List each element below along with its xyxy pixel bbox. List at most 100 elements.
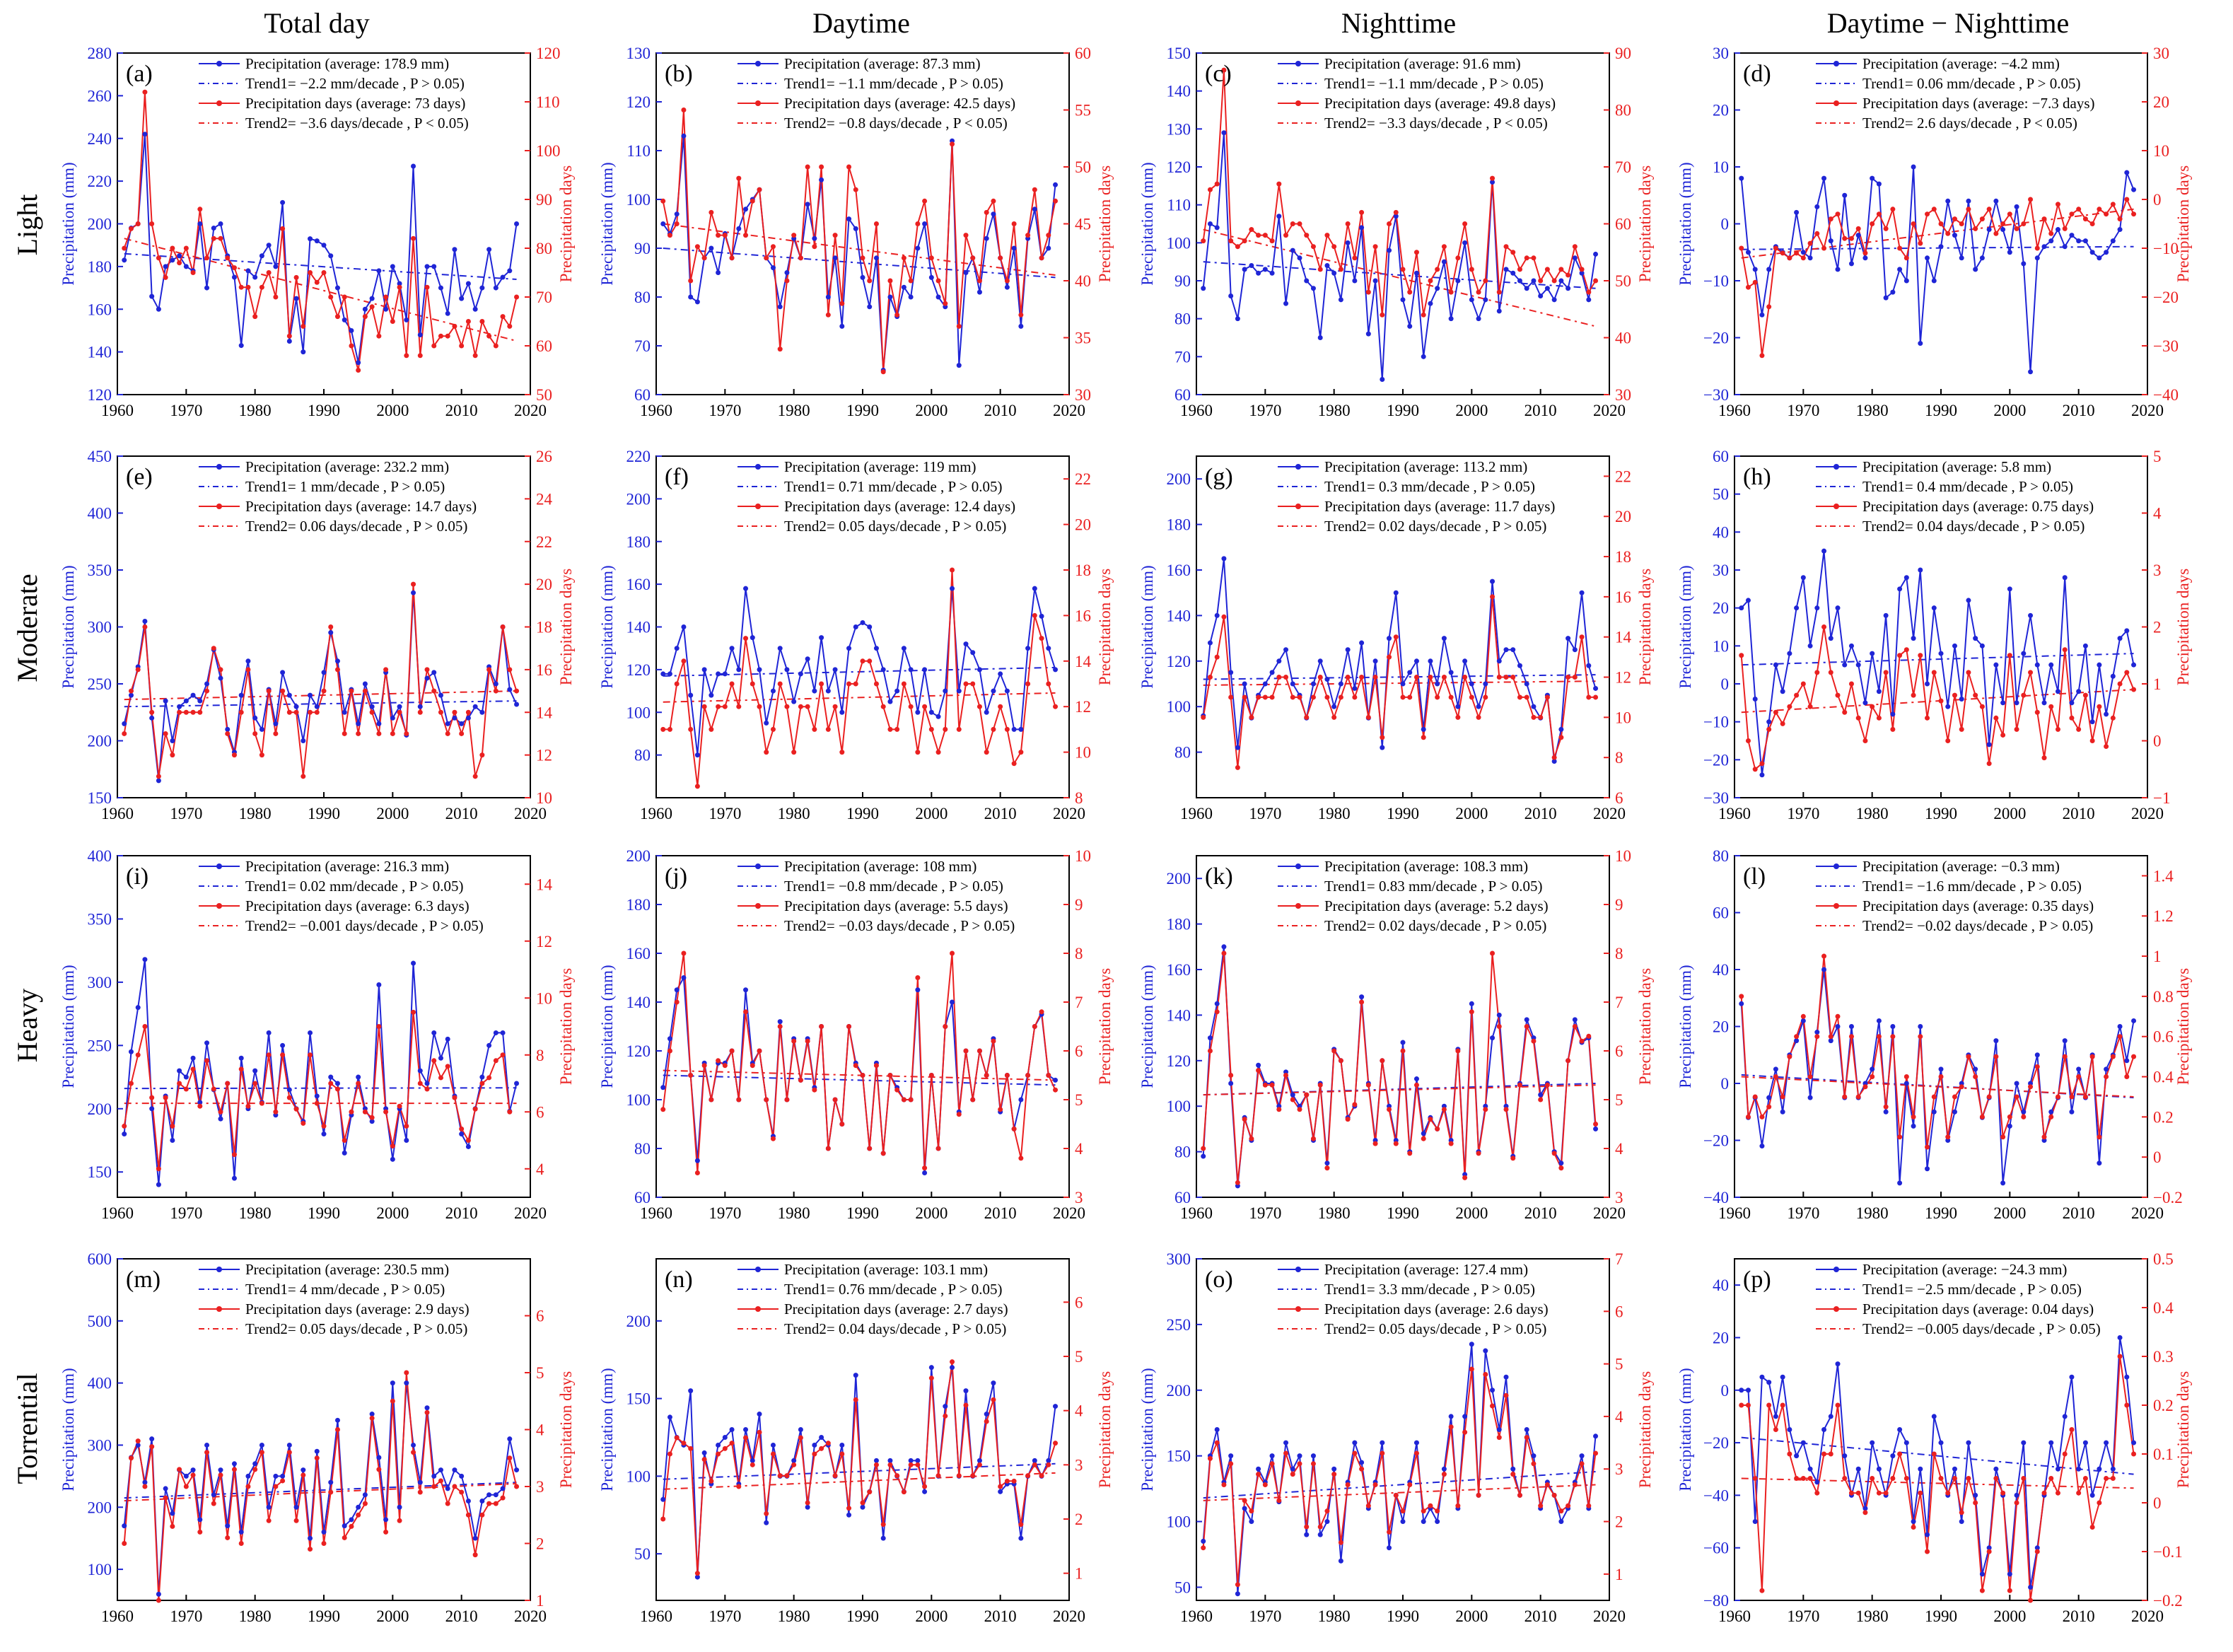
precipitation-point [321,243,327,248]
precipitation-point [2069,233,2075,238]
precipitation-point [963,641,969,647]
precipitation-point [2007,1571,2012,1577]
precipitation-days-point [1214,654,1220,660]
x-tick-label: 2000 [915,805,948,822]
precipitation-days-point [1331,1048,1337,1054]
precipitation-days-point [1579,634,1585,640]
precipitation-point [1214,1427,1220,1432]
precipitation-point [1890,711,1896,717]
precipitation-days-point [1752,1094,1758,1100]
precipitation-days-point [2110,202,2116,207]
y2-tick-label: 30 [2153,45,2169,62]
precipitation-point [1531,1453,1537,1459]
precipitation-days-point [1883,1104,1889,1110]
precipitation-point [142,132,148,137]
precipitation-days-point [915,750,921,755]
precipitation-point [1807,1466,1813,1472]
legend-entry: Precipitation (average: −4.2 mm) [1862,55,2060,72]
y-tick-label: 200 [1167,470,1191,488]
precipitation-days-point [252,1081,258,1086]
precipitation-point [1918,567,1923,573]
precipitation-days-point [1242,1498,1247,1503]
precipitation-point [286,692,292,698]
precipitation-point [1032,586,1037,591]
precipitation-days-point [1380,312,1385,318]
precipitation-days-point [984,209,989,215]
precipitation-point [397,1504,402,1510]
precipitation-days-point [1496,1435,1502,1441]
x-tick-label: 2000 [376,1204,409,1222]
precipitation-days-point [1276,675,1282,680]
y-tick-label: 120 [1167,158,1191,176]
precipitation-days-point [935,750,941,755]
precipitation-point [1359,640,1365,646]
precipitation-point [1870,175,1875,181]
precipitation-point [1462,1414,1468,1419]
precipitation-point [984,1412,989,1417]
precipitation-point [2104,711,2109,717]
precipitation-days-point [908,278,914,284]
x-tick-label: 1960 [1718,805,1751,822]
precipitation-point [716,1442,721,1448]
precipitation-days-point [798,255,803,261]
precipitation-days-point [694,244,700,250]
precipitation-point [438,1055,443,1061]
trend1-line [1741,1436,2134,1475]
precipitation-point [1911,164,1916,170]
y-tick-label: 280 [88,45,112,62]
precipitation-days-point [1918,240,1923,246]
precipitation-point [1538,293,1544,298]
precipitation-point [431,1030,437,1035]
precipitation-days-point [1773,1074,1778,1080]
precipitation-days-point [273,294,279,300]
precipitation-point [1952,643,1957,648]
precipitation-days-point [1441,1472,1447,1477]
x-tick-label: 2020 [514,402,547,419]
precipitation-point [681,975,687,980]
precipitation-days-point [1800,255,1806,261]
precipitation-point [1469,1001,1474,1006]
precipitation-days-point [177,709,182,715]
precipitation-days-point [259,284,264,290]
precipitation-days-point [2055,1094,2060,1100]
x-tick-label: 2000 [376,1607,409,1625]
precipitation-point [1053,182,1059,187]
y-tick-label: 100 [1167,1098,1191,1115]
precipitation-days-point [308,270,313,275]
precipitation-days-point [1046,1073,1051,1078]
precipitation-days-point [1496,1024,1502,1029]
x-tick-label: 1990 [308,805,340,822]
precipitation-point [383,306,389,312]
precipitation-days-point [1821,624,1827,629]
legend-entry: Precipitation (average: −24.3 mm) [1862,1261,2067,1278]
precipitation-point [1538,1092,1544,1098]
y-tick-label: 120 [88,386,112,404]
precipitation-point [1862,255,1868,261]
precipitation-point [177,1068,182,1074]
precipitation-point [1249,1519,1254,1525]
x-tick-label: 2020 [1593,1204,1626,1222]
precipitation-days-point [1979,1114,1985,1119]
precipitation-point [1814,1030,1820,1035]
precipitation-point [832,667,838,673]
legend-entry: Trend1= −1.1 mm/decade , P > 0.05) [1324,75,1544,92]
precipitation-days-point [1807,240,1813,246]
precipitation-point [1352,1440,1358,1446]
y-tick-label: 140 [1167,83,1191,100]
precipitation-days-point [238,709,244,715]
precipitation-days-point [438,1075,443,1081]
precipitation-days-point [709,1097,714,1103]
precipitation-days-point [1256,694,1261,700]
precipitation-point [1870,651,1875,656]
y-axis-label: Precipitation (mm) [59,1368,77,1491]
y2-tick-label: 6 [1075,1293,1083,1311]
precipitation-days-line [1741,1356,2135,1601]
precipitation-point [1848,1024,1854,1029]
precipitation-days-point [798,704,803,709]
precipitation-point [452,1467,457,1473]
precipitation-point [1966,1440,1971,1446]
precipitation-point [431,670,437,675]
precipitation-point [356,1504,361,1510]
y-tick-label: 0 [1721,675,1730,693]
y-tick-label: 120 [626,93,651,111]
